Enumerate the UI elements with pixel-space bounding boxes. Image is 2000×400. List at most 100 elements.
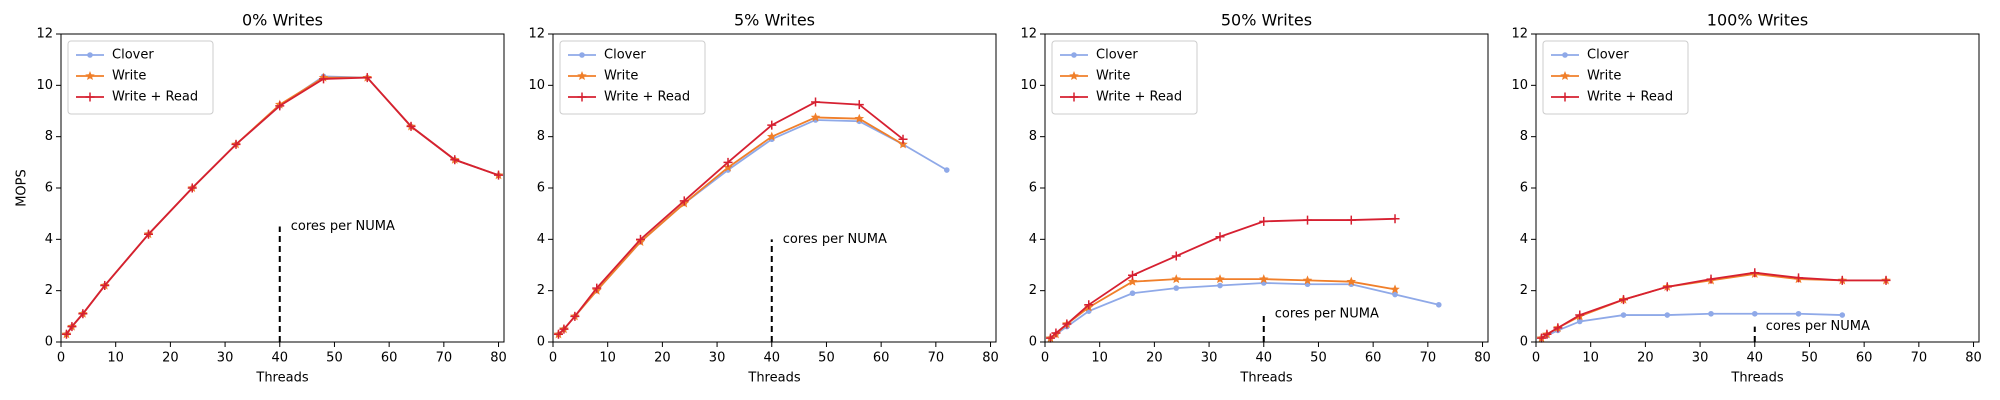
x-tick-label: 80 (982, 351, 999, 366)
point (1045, 333, 1055, 343)
point (450, 155, 460, 165)
subplot-title: 50% Writes (1221, 11, 1312, 30)
point (67, 322, 77, 332)
x-tick-label: 50 (1310, 351, 1327, 366)
x-tick-label: 70 (436, 351, 453, 366)
y-tick-label: 2 (45, 283, 53, 298)
series-line (557, 119, 948, 335)
x-tick-label: 0 (57, 351, 65, 366)
point (61, 329, 71, 339)
x-tick-label: 30 (709, 351, 726, 366)
point (406, 121, 416, 131)
y-tick-label: 6 (1029, 181, 1037, 196)
legend-marker (1560, 71, 1570, 81)
point (1215, 274, 1225, 284)
legend-marker (85, 92, 95, 102)
y-tick-label: 6 (45, 181, 53, 196)
y-tick-label: 4 (1029, 232, 1037, 247)
point (898, 134, 908, 144)
point (144, 229, 154, 239)
x-axis-label: Threads (1730, 371, 1783, 386)
x-tick-label: 0 (549, 351, 557, 366)
point (1346, 276, 1357, 286)
annotation-text: cores per NUMA (1766, 319, 1870, 334)
annotation-text: cores per NUMA (783, 232, 887, 247)
x-tick-label: 0 (1041, 351, 1049, 366)
legend-label: Clover (112, 48, 154, 63)
point (1215, 232, 1225, 242)
plot-frame (60, 33, 505, 343)
plot-frame (552, 33, 997, 343)
annotation-text: cores per NUMA (291, 219, 395, 234)
x-tick-label: 70 (1420, 351, 1437, 366)
point (187, 183, 197, 193)
series-line (65, 75, 499, 335)
series-line (1541, 312, 1843, 339)
point (636, 234, 646, 244)
series-line (557, 116, 904, 335)
annotation-text: cores per NUMA (1275, 306, 1379, 321)
point (1750, 268, 1760, 278)
x-tick-label: 30 (217, 351, 234, 366)
y-tick-label: 8 (1029, 129, 1037, 144)
y-tick-label: 2 (1029, 283, 1037, 298)
y-tick-label: 4 (537, 232, 545, 247)
point (1171, 274, 1182, 284)
point (592, 283, 602, 293)
x-tick-label: 10 (107, 351, 124, 366)
point (553, 329, 563, 339)
point (1302, 275, 1313, 285)
series-line (65, 76, 499, 335)
point (1575, 310, 1585, 320)
x-axis-label: Threads (747, 371, 800, 386)
y-tick-label: 12 (1020, 27, 1037, 42)
legend-box (1542, 40, 1689, 115)
legend-marker (1071, 52, 1077, 58)
legend-marker (577, 71, 587, 81)
y-tick-label: 4 (1520, 232, 1528, 247)
x-tick-label: 20 (654, 351, 671, 366)
legend-marker (1560, 92, 1570, 102)
x-tick-label: 30 (1692, 351, 1709, 366)
y-tick-label: 6 (537, 181, 545, 196)
point (1662, 282, 1672, 292)
legend-marker (1069, 71, 1079, 81)
point (1392, 291, 1398, 298)
x-tick-label: 80 (1965, 351, 1982, 366)
y-tick-label: 10 (36, 78, 53, 93)
point (275, 101, 285, 111)
x-tick-label: 50 (326, 351, 343, 366)
y-tick-label: 4 (45, 232, 53, 247)
y-tick-label: 10 (528, 78, 545, 93)
y-tick-label: 10 (1020, 78, 1037, 93)
x-tick-label: 0 (1532, 351, 1540, 366)
point (854, 100, 864, 110)
point (811, 97, 821, 107)
point (1751, 310, 1758, 317)
point (1620, 312, 1627, 318)
legend-marker (579, 52, 585, 58)
point (679, 196, 689, 206)
legend-label: Write (604, 69, 638, 84)
point (100, 281, 110, 291)
x-tick-label: 40 (1255, 351, 1272, 366)
x-tick-label: 50 (818, 351, 835, 366)
legend-marker (85, 71, 95, 81)
point (1664, 312, 1671, 318)
x-tick-label: 70 (1911, 351, 1928, 366)
point (943, 167, 950, 173)
point (1346, 215, 1356, 225)
point (854, 113, 865, 123)
legend-label: Write + Read (604, 90, 690, 105)
point (1084, 300, 1094, 310)
point (1553, 323, 1563, 333)
series-line (65, 76, 499, 335)
y-tick-label: 2 (537, 283, 545, 298)
x-tick-label: 20 (1637, 351, 1654, 366)
legend-marker (1069, 92, 1079, 102)
legend-marker (577, 92, 587, 102)
point (1127, 276, 1138, 286)
x-tick-label: 60 (381, 351, 398, 366)
x-tick-label: 20 (1146, 351, 1163, 366)
